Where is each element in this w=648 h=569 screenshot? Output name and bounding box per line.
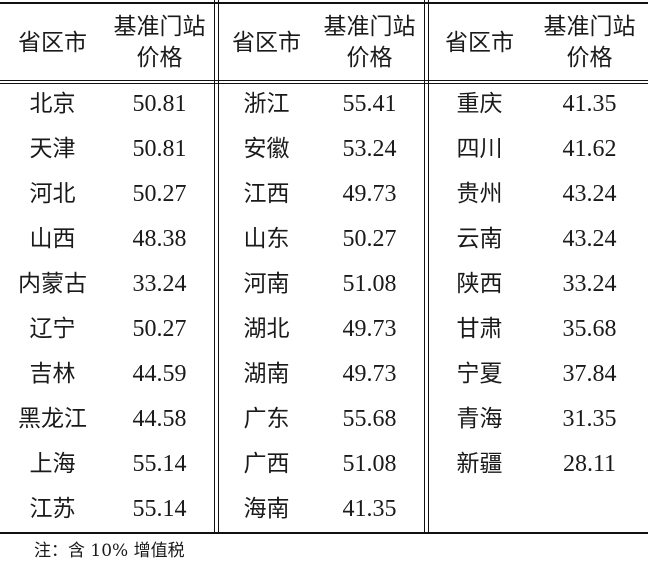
price-table: 省区市 基准门站 价格 省区市 基准门站 价格 省区市 基准门站 价格 北京 5… [0, 0, 648, 534]
header-rule-1 [0, 80, 648, 81]
price-cell: 55.14 [132, 451, 187, 477]
price-cell: 51.08 [342, 271, 397, 297]
region-cell: 湖南 [243, 361, 290, 387]
header-region-label: 省区市 [18, 29, 87, 56]
price-cell: 50.27 [132, 181, 187, 207]
region-cell: 北京 [29, 91, 76, 117]
price-cell: 35.68 [562, 316, 617, 342]
price-cell: 49.73 [342, 361, 397, 387]
price-cell: 49.73 [342, 181, 397, 207]
region-cell: 安徽 [243, 136, 290, 162]
price-cell: 43.24 [562, 181, 617, 207]
price-cell: 48.38 [132, 226, 187, 252]
header-region-2: 省区市 [218, 6, 315, 80]
price-cell: 55.68 [342, 406, 397, 432]
region-cell: 辽宁 [29, 316, 76, 342]
region-cell: 浙江 [243, 91, 290, 117]
region-cell: 青海 [456, 406, 503, 432]
header-price-line2: 价格 [346, 45, 393, 71]
header-price-line2: 价格 [136, 45, 183, 71]
header-price-2: 基准门站 价格 [315, 6, 424, 80]
price-cell: 55.41 [342, 91, 397, 117]
header-region-label: 省区市 [232, 29, 301, 56]
region-cell: 新疆 [456, 451, 503, 477]
price-cell: 53.24 [342, 136, 397, 162]
group-divider-1b [218, 0, 219, 534]
region-cell: 甘肃 [456, 316, 503, 342]
region-cell: 河北 [29, 181, 76, 207]
price-cell: 33.24 [562, 271, 617, 297]
header-price-line1: 基准门站 [113, 14, 206, 40]
table-top-rule [0, 2, 648, 4]
table-bottom-rule [0, 532, 648, 534]
region-cell: 广西 [243, 451, 290, 477]
region-cell: 江西 [243, 181, 290, 207]
region-cell: 四川 [456, 136, 503, 162]
region-cell: 河南 [243, 271, 290, 297]
price-cell: 44.58 [132, 406, 187, 432]
header-region-label: 省区市 [445, 29, 514, 56]
region-cell: 重庆 [456, 91, 503, 117]
table-footnote: 注：含 10% 增值税 [34, 541, 185, 561]
header-price-line1: 基准门站 [323, 14, 416, 40]
price-cell: 31.35 [562, 406, 617, 432]
price-cell: 50.81 [132, 136, 187, 162]
price-cell: 28.11 [562, 451, 617, 477]
price-cell: 49.73 [342, 316, 397, 342]
region-cell: 贵州 [456, 181, 503, 207]
price-cell: 44.59 [132, 361, 187, 387]
region-cell: 山东 [243, 226, 290, 252]
region-cell: 上海 [29, 451, 76, 477]
region-cell: 湖北 [243, 316, 290, 342]
region-cell: 宁夏 [456, 361, 503, 387]
header-region-1: 省区市 [0, 6, 105, 80]
region-cell: 山西 [29, 226, 76, 252]
region-cell: 广东 [243, 406, 290, 432]
price-cell: 41.62 [562, 136, 617, 162]
region-cell: 黑龙江 [18, 406, 87, 432]
header-rule-2 [0, 83, 648, 84]
region-cell: 吉林 [29, 361, 76, 387]
price-cell: 37.84 [562, 361, 617, 387]
price-cell: 50.27 [342, 226, 397, 252]
price-cell: 55.14 [132, 496, 187, 522]
header-price-line1: 基准门站 [543, 14, 636, 40]
price-cell: 51.08 [342, 451, 397, 477]
price-cell: 41.35 [342, 496, 397, 522]
price-cell: 50.27 [132, 316, 187, 342]
group-divider-2a [424, 0, 425, 534]
price-cell: 41.35 [562, 91, 617, 117]
region-cell: 天津 [29, 136, 76, 162]
header-price-line2: 价格 [566, 45, 613, 71]
group-divider-2b [428, 0, 429, 534]
region-cell: 江苏 [29, 496, 76, 522]
header-price-3: 基准门站 价格 [531, 6, 648, 80]
header-price-1: 基准门站 价格 [105, 6, 214, 80]
price-cell: 43.24 [562, 226, 617, 252]
region-cell: 陕西 [456, 271, 503, 297]
price-cell: 50.81 [132, 91, 187, 117]
header-region-3: 省区市 [428, 6, 531, 80]
region-cell: 云南 [456, 226, 503, 252]
region-cell: 内蒙古 [18, 271, 87, 297]
group-divider-1a [214, 0, 215, 534]
region-cell: 海南 [243, 496, 290, 522]
price-cell: 33.24 [132, 271, 187, 297]
